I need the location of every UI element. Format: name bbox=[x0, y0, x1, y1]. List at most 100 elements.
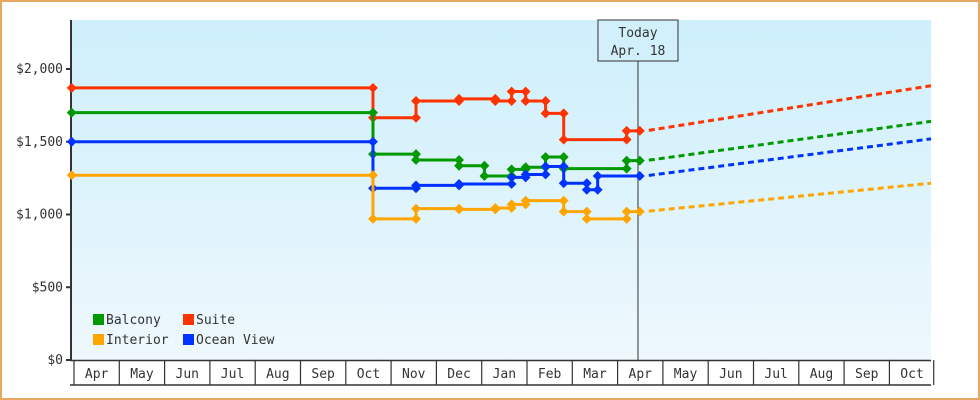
data-point-marker bbox=[558, 152, 569, 162]
data-point-marker bbox=[592, 184, 603, 195]
legend-swatch bbox=[183, 314, 194, 325]
data-point-marker bbox=[581, 206, 592, 217]
month-label: Feb bbox=[538, 367, 562, 382]
data-point-marker bbox=[540, 161, 551, 172]
data-point-marker bbox=[634, 155, 645, 166]
legend-label: Ocean View bbox=[196, 333, 274, 348]
data-point-marker bbox=[634, 170, 645, 181]
month-label: Dec bbox=[447, 367, 470, 382]
data-point-marker bbox=[411, 154, 421, 165]
legend-swatch bbox=[93, 314, 104, 325]
data-point-marker bbox=[558, 108, 569, 119]
forecast-line bbox=[648, 119, 932, 162]
data-point-marker bbox=[540, 108, 551, 119]
data-point-marker bbox=[520, 162, 531, 173]
series-lines bbox=[66, 82, 932, 224]
data-point-marker bbox=[558, 206, 569, 217]
data-point-marker bbox=[411, 180, 421, 191]
data-point-marker bbox=[621, 213, 632, 224]
legend-item-suite: Suite bbox=[183, 313, 235, 328]
today-marker: Today Apr. 18 bbox=[597, 19, 679, 360]
data-point-marker bbox=[411, 203, 421, 214]
data-point-marker bbox=[520, 86, 531, 97]
month-label: Aug bbox=[810, 367, 833, 382]
data-point-marker bbox=[479, 160, 490, 171]
forecast-line bbox=[648, 181, 932, 213]
data-point-marker bbox=[540, 96, 551, 106]
data-point-marker bbox=[621, 155, 632, 166]
data-point-marker bbox=[66, 82, 77, 93]
month-label: Aug bbox=[266, 367, 289, 382]
y-tick-label: $1,500 bbox=[16, 135, 63, 150]
legend-label: Interior bbox=[106, 333, 169, 348]
legend-item-ocean-view: Ocean View bbox=[183, 333, 274, 348]
data-point-marker bbox=[634, 206, 645, 217]
data-point-marker bbox=[454, 154, 464, 165]
today-date: Apr. 18 bbox=[611, 44, 666, 59]
data-point-marker bbox=[66, 136, 77, 147]
month-label: May bbox=[674, 367, 698, 382]
data-point-marker bbox=[558, 195, 569, 206]
data-point-marker bbox=[520, 169, 531, 180]
data-point-marker bbox=[592, 170, 603, 181]
data-point-marker bbox=[621, 125, 632, 136]
data-point-marker bbox=[621, 163, 632, 174]
forecast-line bbox=[648, 84, 932, 132]
month-label: Sep bbox=[311, 367, 335, 382]
data-point-marker bbox=[368, 170, 378, 181]
month-label: Jun bbox=[176, 367, 199, 382]
series-ocean-view bbox=[66, 136, 932, 195]
month-label: Apr bbox=[629, 367, 653, 382]
legend-label: Suite bbox=[196, 313, 235, 328]
data-point-marker bbox=[479, 170, 490, 181]
month-label: Mar bbox=[583, 367, 607, 382]
data-point-marker bbox=[490, 203, 501, 213]
y-tick-label: $1,000 bbox=[16, 208, 63, 223]
data-point-marker bbox=[506, 199, 517, 210]
data-point-marker bbox=[540, 152, 551, 162]
month-label: Jul bbox=[764, 367, 787, 382]
month-label: Jan bbox=[493, 367, 516, 382]
data-point-marker bbox=[520, 195, 531, 206]
month-label: Nov bbox=[402, 367, 426, 382]
data-point-marker bbox=[368, 213, 378, 224]
legend-item-interior: Interior bbox=[93, 333, 169, 348]
data-point-marker bbox=[506, 172, 517, 183]
month-label: Apr bbox=[85, 367, 109, 382]
data-point-marker bbox=[411, 213, 421, 224]
y-tick-label: $2,000 bbox=[16, 62, 63, 77]
data-point-marker bbox=[66, 170, 77, 181]
y-tick-label: $500 bbox=[32, 280, 63, 295]
data-point-marker bbox=[368, 136, 378, 147]
data-point-marker bbox=[520, 96, 531, 106]
series-interior bbox=[66, 170, 932, 224]
data-point-marker bbox=[66, 107, 77, 118]
x-axis: Apr May Jun Jul Aug Sep Oct Nov Dec Jan Feb Mar Apr M… bbox=[70, 359, 935, 386]
legend-swatch bbox=[183, 334, 194, 345]
data-point-marker bbox=[540, 169, 551, 180]
data-point-marker bbox=[634, 125, 645, 136]
data-point-marker bbox=[506, 178, 517, 189]
month-label: Sep bbox=[855, 367, 879, 382]
data-point-marker bbox=[558, 178, 569, 189]
data-point-marker bbox=[581, 184, 592, 195]
month-label: Oct bbox=[900, 367, 923, 382]
month-label: May bbox=[130, 367, 154, 382]
month-label: Jul bbox=[221, 367, 244, 382]
legend-item-balcony: Balcony bbox=[93, 313, 161, 328]
data-point-marker bbox=[621, 134, 632, 145]
data-point-marker bbox=[454, 178, 464, 189]
data-point-marker bbox=[581, 178, 592, 189]
month-label: Oct bbox=[357, 367, 380, 382]
data-point-marker bbox=[506, 164, 517, 175]
data-point-marker bbox=[454, 160, 464, 171]
legend-label: Balcony bbox=[106, 313, 161, 328]
data-point-marker bbox=[411, 149, 421, 160]
data-point-marker bbox=[621, 206, 632, 217]
data-point-marker bbox=[581, 213, 592, 224]
y-tick-label: $0 bbox=[47, 353, 63, 368]
legend-swatch bbox=[93, 334, 104, 345]
plot-area bbox=[72, 20, 931, 360]
data-point-marker bbox=[558, 161, 569, 172]
